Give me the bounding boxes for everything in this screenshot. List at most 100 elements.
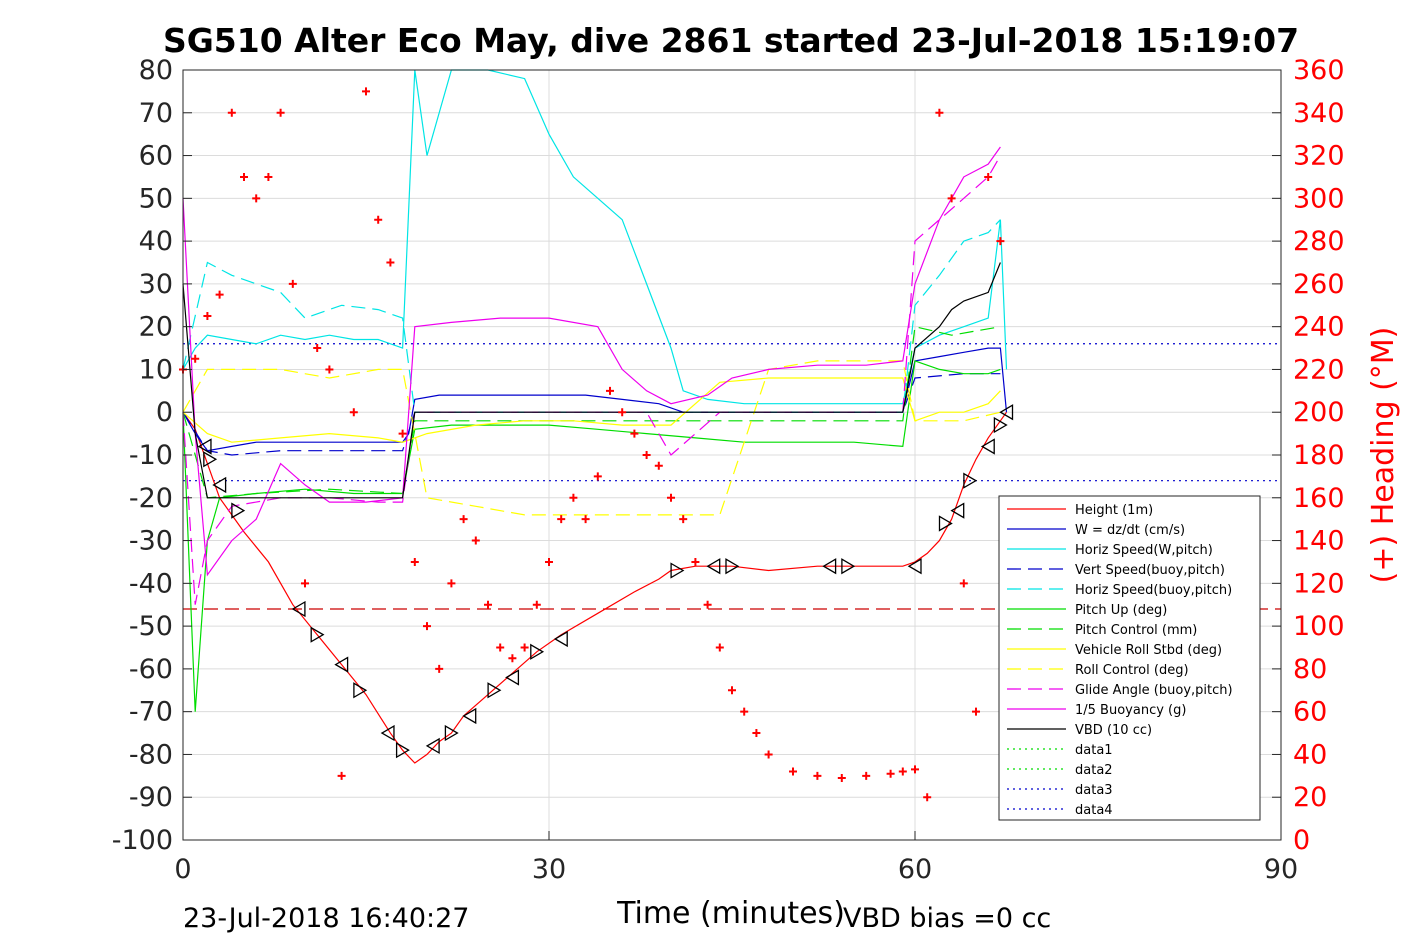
position-marker [212, 476, 227, 494]
legend-label: Vehicle Roll Stbd (deg) [1075, 643, 1222, 658]
x-tick-label: 90 [1264, 854, 1298, 885]
position-marker [505, 669, 520, 686]
heading-point [837, 773, 846, 782]
heading-point [508, 654, 517, 663]
heading-point [935, 108, 944, 117]
heading-point [191, 354, 200, 363]
y-tick-label: -30 [129, 526, 173, 557]
position-marker [670, 562, 685, 579]
heading-point [362, 87, 370, 96]
y2-tick-label: 340 [1293, 98, 1345, 129]
position-marker [291, 600, 306, 618]
heading-point [410, 557, 419, 566]
legend-label: data3 [1075, 783, 1113, 798]
position-marker [841, 558, 856, 575]
y2-tick-label: 80 [1293, 654, 1327, 685]
heading-point [337, 771, 346, 780]
heading-point [227, 108, 236, 117]
y-tick-label: -90 [129, 782, 173, 813]
heading-point [728, 686, 736, 695]
y2-tick-label: 120 [1293, 568, 1345, 599]
legend-label: Horiz Speed(W,pitch) [1075, 543, 1213, 558]
heading-point [532, 600, 541, 609]
heading-point [313, 344, 322, 353]
y2-tick-label: 160 [1293, 483, 1345, 514]
heading-point [606, 386, 614, 395]
position-marker [980, 438, 995, 455]
heading-point [947, 194, 956, 203]
y2-tick-label: 180 [1293, 440, 1345, 471]
y2-tick-label: 260 [1293, 269, 1345, 300]
heading-point [252, 194, 261, 203]
x-axis: 0 30 60 90 [174, 831, 1298, 885]
x-tick-label: 0 [174, 854, 191, 885]
y-tick-label: 0 [156, 397, 173, 428]
series-line [182, 377, 1001, 443]
y-tick-label: -60 [129, 654, 173, 685]
y-tick-label: 80 [139, 55, 173, 86]
position-marker [553, 630, 568, 648]
heading-point [691, 557, 700, 566]
y-tick-label: -70 [129, 697, 173, 728]
heading-point [374, 215, 383, 224]
position-marker [530, 643, 545, 660]
heading-point [240, 172, 248, 181]
heading-point [618, 408, 627, 417]
position-marker [231, 502, 246, 519]
heading-point [715, 643, 724, 652]
heading-point [398, 429, 407, 438]
position-marker [425, 737, 440, 755]
heading-point [667, 493, 675, 502]
x-tick-label: 60 [898, 854, 932, 885]
legend-label: Pitch Control (mm) [1075, 623, 1197, 638]
position-marker [462, 707, 477, 725]
legend-label: Height (1m) [1075, 503, 1153, 518]
heading-point [923, 793, 932, 802]
heading-point [520, 643, 529, 652]
position-marker [950, 502, 965, 519]
heading-point [423, 622, 431, 631]
position-marker [197, 438, 212, 455]
position-marker [310, 626, 325, 643]
heading-point [984, 172, 993, 181]
position-marker [353, 682, 368, 699]
y2-tick-label: 100 [1293, 611, 1345, 642]
y-tick-label: 10 [139, 354, 173, 385]
y2-tick-label: 0 [1293, 825, 1310, 856]
series-line [182, 262, 1001, 499]
y2-tick-label: 240 [1293, 312, 1345, 343]
y-tick-label: -40 [129, 568, 173, 599]
heading-point [752, 729, 761, 738]
series-line [182, 146, 1001, 577]
heading-point [349, 408, 358, 417]
position-marker [725, 558, 740, 575]
legend-label: Vert Speed(buoy,pitch) [1075, 563, 1225, 578]
y-tick-label: -80 [129, 739, 173, 770]
heading-point [740, 707, 749, 716]
series-line [182, 411, 1007, 764]
left-y-axis: 80 70 60 50 40 30 20 10 0 -10 -20 -30 -40 -50 -60 -70 -8… [112, 55, 192, 856]
heading-point [813, 771, 822, 780]
y2-tick-label: 320 [1293, 141, 1345, 172]
y-tick-label: -20 [129, 483, 173, 514]
legend-label: Roll Control (deg) [1075, 663, 1189, 678]
position-marker [999, 404, 1014, 421]
heading-point [288, 279, 297, 288]
y2-tick-label: 280 [1293, 226, 1345, 257]
heading-point [642, 451, 651, 459]
x-axis-label: Time (minutes) [616, 896, 845, 931]
heading-point [386, 258, 395, 267]
y2-tick-label: 140 [1293, 526, 1345, 557]
y-tick-label: -100 [112, 825, 173, 856]
heading-point [435, 664, 444, 673]
footer-timestamp: 23-Jul-2018 16:40:27 [183, 903, 469, 934]
y-tick-label: 60 [139, 141, 173, 172]
series-line [182, 347, 1008, 452]
heading-point [447, 579, 456, 588]
heading-point [862, 771, 871, 780]
y-tick-label: 40 [139, 226, 173, 257]
heading-point [215, 290, 224, 299]
y2-tick-label: 220 [1293, 354, 1345, 385]
legend: Height (1m) W = dz/dt (cm/s) Horiz Speed(W… [998, 495, 1261, 821]
